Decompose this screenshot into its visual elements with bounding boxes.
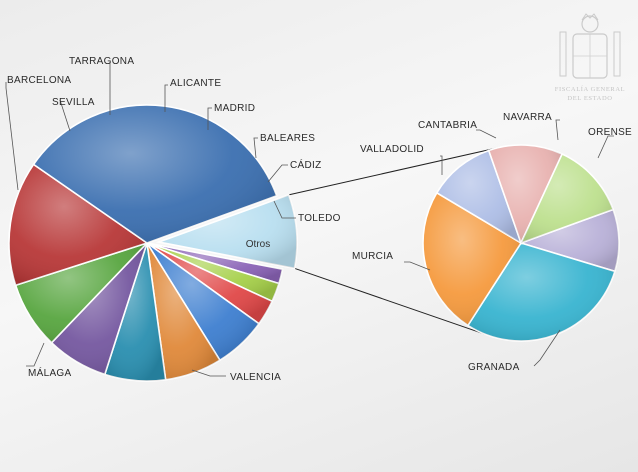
main-label-valencia: VALENCIA — [230, 372, 281, 383]
detail-slice-shine-valladolid — [436, 150, 521, 243]
detail-label-granada: GRANADA — [468, 362, 520, 373]
main-slice-shine-baleares — [147, 243, 273, 324]
main-leader-toledo — [273, 200, 296, 219]
connector-line-top — [288, 146, 501, 196]
main-leader-malaga — [26, 342, 45, 367]
detail-slice-shine-navarra — [521, 154, 614, 243]
main-leader-cadiz — [267, 164, 288, 183]
detail-leader-cantabria — [476, 129, 497, 139]
main-leader-barcelona — [5, 82, 19, 191]
main-slice-shine-alicante — [147, 243, 220, 380]
main-slice-shine-madrid — [147, 243, 259, 361]
main-label-tarragona: TARRAGONA — [69, 56, 134, 67]
main-slice-shine-barcelona — [15, 243, 148, 343]
detail-slice-shine-cantabria — [488, 144, 563, 243]
emblem-text-line1: FISCALÍA GENERAL — [555, 85, 625, 93]
detail-leader-navarra — [555, 119, 560, 141]
main-leader-alicante — [164, 84, 168, 112]
detail-leader-murcia — [404, 261, 431, 271]
detail-label-cantabria: CANTABRIA — [418, 120, 477, 131]
detail-slice-shine-murcia — [423, 192, 521, 326]
main-label-baleares: BALEARES — [260, 133, 315, 144]
main-leader-valencia — [191, 369, 226, 377]
detail-leader-orense — [597, 135, 614, 159]
connector-line-bottom — [294, 267, 488, 336]
detail-label-valladolid: VALLADOLID — [360, 144, 424, 155]
detail-leader-granada — [533, 329, 561, 367]
main-label-otros: Otros — [246, 239, 270, 250]
main-label-malaga: MÁLAGA — [28, 366, 72, 379]
main-slice-shine-otros — [158, 194, 297, 269]
main-pie: Otros TOLEDO CÁDIZ BALEARES MADRID ALICANTE TA… — [5, 56, 341, 383]
coat-of-arms-emblem: FISCALÍA GENERAL DEL ESTADO — [555, 13, 625, 102]
emblem-text-line2: DEL ESTADO — [567, 95, 612, 102]
detail-slice-shine-orense — [521, 209, 619, 272]
main-leader-baleares — [253, 137, 258, 159]
detail-label-murcia: MURCIA — [352, 251, 393, 262]
main-label-alicante: ALICANTE — [170, 78, 221, 89]
main-slice-shine-malaga — [9, 164, 147, 286]
main-leader-madrid — [207, 107, 212, 130]
main-slice-shine-sevilla — [51, 243, 147, 375]
pie-of-pie-connectors — [288, 146, 501, 336]
main-slice-shine-tarragona — [104, 243, 166, 381]
main-label-barcelona: BARCELONA — [7, 75, 71, 86]
main-label-madrid: MADRID — [214, 103, 255, 114]
main-leader-sevilla — [59, 99, 71, 132]
detail-label-orense: ORENSE — [588, 127, 632, 138]
main-label-toledo: TOLEDO — [298, 213, 341, 224]
detail-label-navarra: NAVARRA — [503, 112, 552, 123]
main-slice-shine-valencia — [33, 104, 277, 243]
detail-leader-valladolid — [440, 155, 443, 175]
detail-slice-shine-granada — [467, 243, 615, 341]
detail-pie: ORENSE GRANADA MURCIA VALLADOLID CANTABRIA NA… — [352, 112, 632, 373]
main-label-cadiz: CÁDIZ — [290, 158, 322, 171]
main-label-sevilla: SEVILLA — [52, 97, 95, 108]
